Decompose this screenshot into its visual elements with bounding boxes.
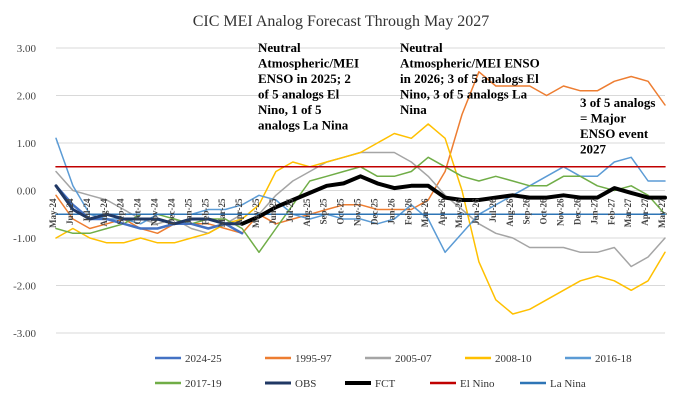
y-tick-label: 2.00 <box>17 91 37 103</box>
x-tick-label: Mar-25 <box>217 198 227 227</box>
x-tick-label: Apr-26 <box>437 198 447 226</box>
x-tick-label: Jan-27 <box>589 198 599 225</box>
y-tick-label: 3.00 <box>17 43 37 55</box>
x-tick-label: Dec-26 <box>572 198 582 225</box>
x-tick-label: Jul-24 <box>82 198 92 223</box>
x-tick-label: Sep-25 <box>319 198 329 225</box>
x-tick-label: Jul-26 <box>488 198 498 223</box>
x-tick-label: Dec-25 <box>369 198 379 225</box>
x-tick-label: Aug-26 <box>505 198 515 227</box>
series-lines <box>54 71 667 315</box>
x-tick-label: Oct-25 <box>336 198 346 224</box>
legend-label: La Nina <box>550 378 586 390</box>
annotation-2: Neutral Atmospheric/MEI ENSO in 2026; 3 of… <box>400 40 540 117</box>
x-tick-label: Sep-24 <box>116 198 126 225</box>
x-tick-label: May-25 <box>251 198 261 228</box>
x-tick-label: Feb-26 <box>403 198 413 225</box>
legend-label: 2005-07 <box>395 353 432 365</box>
annotation-3: 3 of 5 analogs = Major ENSO event 2027 <box>580 95 655 157</box>
y-tick-label: 1.00 <box>17 138 37 150</box>
y-tick-label: -1.00 <box>13 233 36 245</box>
x-tick-label: Jul-25 <box>285 198 295 223</box>
x-tick-label: Feb-25 <box>200 198 210 225</box>
x-tick-label: Mar-27 <box>623 198 633 227</box>
y-tick-label: 0.00 <box>17 186 37 198</box>
x-tick-label: Sep-26 <box>522 198 532 225</box>
legend-label: 1995-97 <box>295 353 332 365</box>
legend-label: 2008-10 <box>495 353 532 365</box>
x-tick-label: Oct-26 <box>539 198 549 224</box>
legend-label: OBS <box>295 378 316 390</box>
x-tick-label: Jun-24 <box>65 198 75 225</box>
x-tick-label: Jan-25 <box>183 198 193 225</box>
x-tick-label: Nov-25 <box>353 198 363 226</box>
x-tick-label: Nov-26 <box>556 198 566 226</box>
x-tick-label: Jun-26 <box>471 198 481 225</box>
legend-label: El Nino <box>460 378 495 390</box>
x-tick-label: May-24 <box>48 198 58 228</box>
y-tick-label: -3.00 <box>13 328 36 340</box>
x-tick-label: Aug-25 <box>302 198 312 227</box>
series-line-1995-97 <box>55 71 666 235</box>
series-line-fct <box>240 174 667 226</box>
chart-title: CIC MEI Analog Forecast Through May 2027 <box>193 13 490 30</box>
x-tick-label: Apr-25 <box>234 198 244 226</box>
x-tick-label: Aug-24 <box>99 198 109 227</box>
legend-label: 2017-19 <box>185 378 222 390</box>
legend-label: FCT <box>375 378 395 390</box>
x-axis-ticks: May-24 Jun-24 Jul-24 Aug-24 Sep-24 Oct-24 Nov-… <box>48 198 667 228</box>
legend-label: 2024-25 <box>185 353 222 365</box>
series-line-2008-10 <box>55 123 666 315</box>
legend-label: 2016-18 <box>595 353 632 365</box>
x-tick-label: Mar-26 <box>420 198 430 227</box>
series-line-obs <box>54 184 244 226</box>
x-tick-label: Oct-24 <box>133 198 143 224</box>
y-tick-label: -2.00 <box>13 281 36 293</box>
gridlines <box>56 47 665 334</box>
x-tick-label: May-27 <box>657 198 667 228</box>
x-tick-label: Jun-25 <box>268 198 278 225</box>
y-axis-ticks: 3.00 2.00 1.00 0.00 -1.00 -2.00 -3.00 <box>13 43 36 340</box>
x-tick-label: May-26 <box>454 198 464 228</box>
x-tick-label: Jan-26 <box>386 198 396 225</box>
annotations: Neutral Atmospheric/MEI ENSO in 2025; 2 of … <box>258 40 655 157</box>
annotation-1: Neutral Atmospheric/MEI ENSO in 2025; 2 of … <box>258 40 359 133</box>
legend: 2024-25 1995-97 2005-07 2008-10 2016-18 2017-… <box>155 353 632 390</box>
x-tick-label: Feb-27 <box>606 198 616 225</box>
x-tick-label: Dec-24 <box>166 198 176 225</box>
x-tick-label: Apr-27 <box>640 198 650 226</box>
x-tick-label: Nov-24 <box>150 198 160 226</box>
